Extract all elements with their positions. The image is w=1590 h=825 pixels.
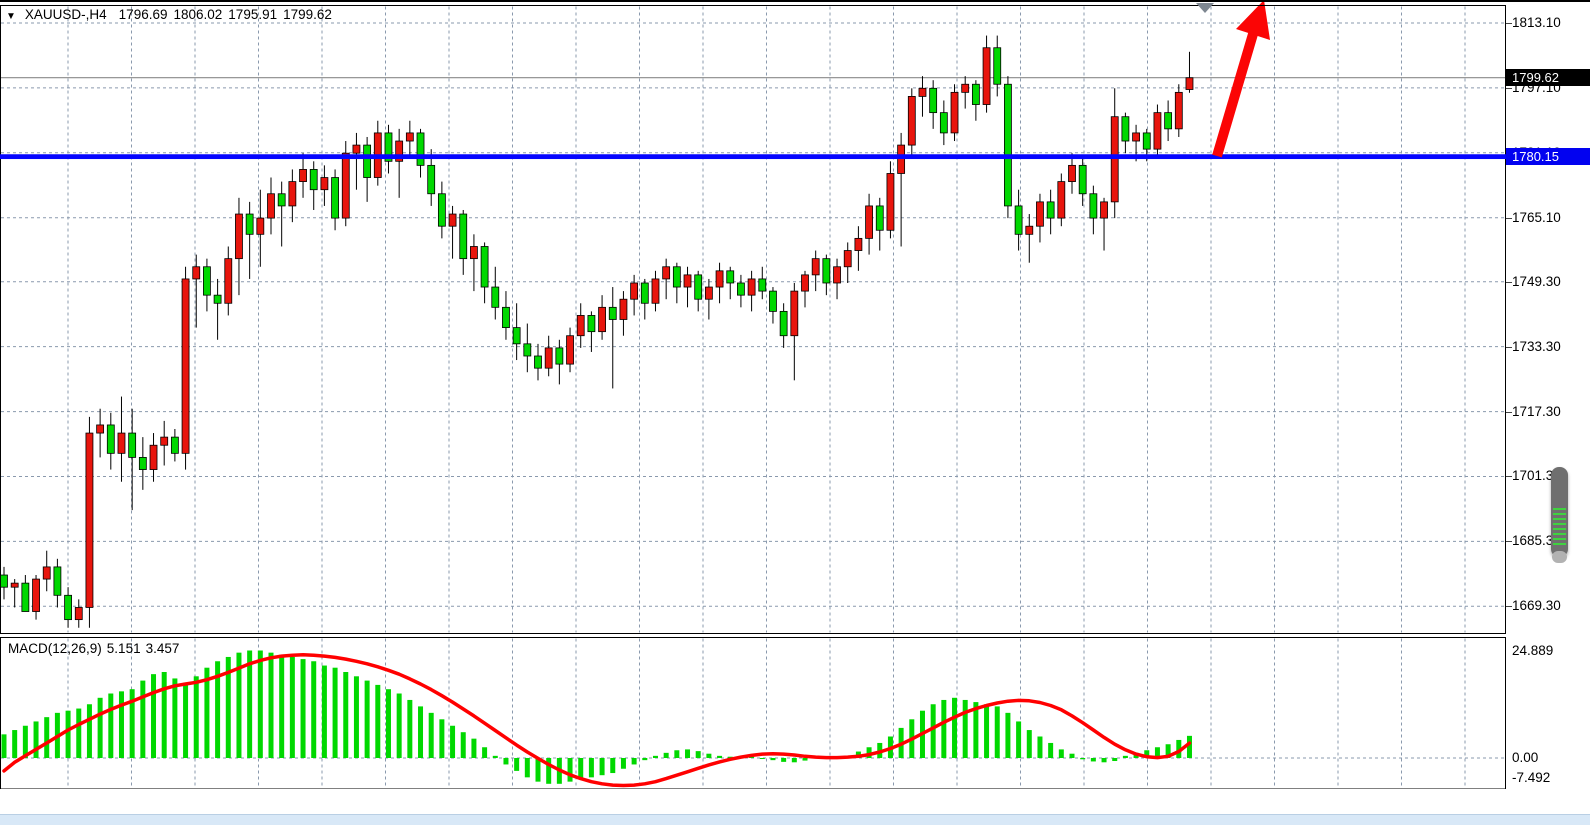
price-axis-tick — [1506, 606, 1512, 608]
macd-indicator-label: MACD(12,26,9) 5.151 3.457 — [8, 641, 184, 656]
price-axis-tick — [1506, 281, 1512, 283]
time-axis: 6 Nov 20229 Nov 12:0014 Nov 04:0016 Nov … — [0, 789, 1506, 813]
price-axis-tick — [1506, 23, 1512, 24]
price-axis-tick — [1506, 346, 1512, 348]
price-axis-tick — [1506, 411, 1512, 413]
horizontal-line-annotation[interactable] — [0, 154, 1506, 160]
hline-price-tag[interactable]: 1780.15 — [1506, 148, 1590, 165]
price-axis-label: 1685.30 — [1512, 533, 1561, 549]
ohlc-open-value: 1796.69 — [118, 7, 168, 22]
symbol-dropdown-icon[interactable]: ▼ — [6, 11, 16, 22]
trend-arrow-annotation[interactable] — [1212, 0, 1270, 158]
price-axis-label: 1813.10 — [1512, 15, 1561, 30]
price-axis-label: 1669.30 — [1512, 598, 1561, 614]
macd-axis-label: 0.00 — [1512, 750, 1539, 765]
price-axis-label: 1749.30 — [1512, 273, 1561, 289]
ohlc-low-value: 1795.91 — [228, 7, 278, 22]
price-axis-label: 1765.10 — [1512, 209, 1561, 225]
price-axis-tick — [1506, 476, 1512, 478]
window-top-border — [0, 0, 1590, 2]
macd-signal-line — [2, 653, 1192, 788]
candlestick-chart — [0, 0, 1506, 634]
scrollbar-thumb[interactable] — [1551, 467, 1568, 563]
candles — [0, 35, 1194, 628]
ohlc-high-value: 1806.02 — [173, 7, 223, 22]
price-axis-tick — [1506, 87, 1512, 89]
macd-signal-value: 3.457 — [145, 641, 180, 656]
macd-axis-label: -7.492 — [1512, 770, 1551, 785]
status-strip — [0, 814, 1590, 825]
macd-name: MACD(12,26,9) — [8, 641, 102, 656]
macd-indicator-chart — [0, 637, 1506, 790]
price-axis-tick — [1506, 217, 1512, 219]
ohlc-close-value: 1799.62 — [283, 7, 332, 22]
current-price-tag: 1799.62 — [1506, 69, 1590, 86]
price-axis-label: 1717.30 — [1512, 403, 1561, 419]
macd-axis-label: 24.889 — [1512, 642, 1554, 658]
chart-title: ▼ XAUUSD-,H4 1796.69 1806.02 1795.91 1799.62 — [6, 7, 338, 22]
price-axis-label: 1701.30 — [1512, 468, 1561, 484]
price-axis-label: 1733.30 — [1512, 338, 1561, 354]
macd-main-value: 5.151 — [106, 641, 141, 656]
price-axis-tick — [1506, 541, 1512, 543]
symbol-timeframe-label: XAUUSD-,H4 — [24, 7, 107, 22]
down-triangle-marker-icon — [1196, 3, 1214, 13]
